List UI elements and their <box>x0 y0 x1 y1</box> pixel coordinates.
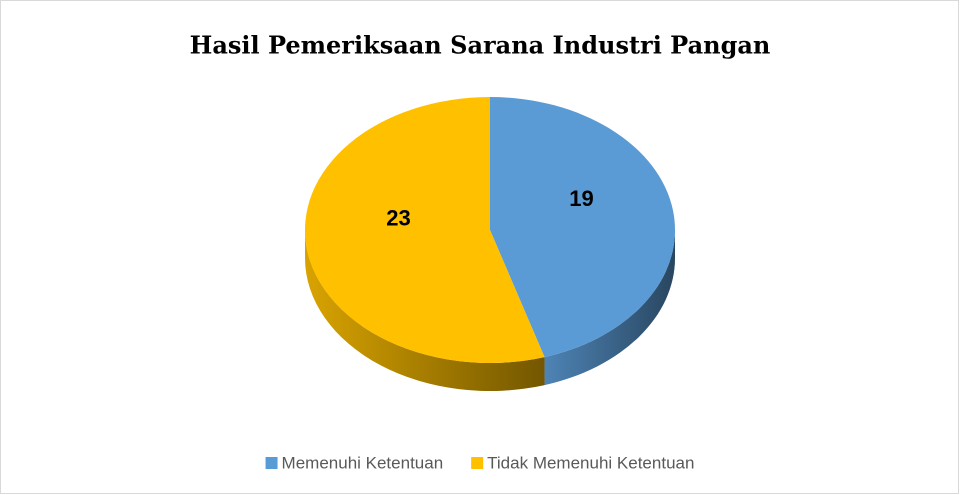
pie-side-shade <box>544 230 675 386</box>
legend-label: Tidak Memenuhi Ketentuan <box>487 453 694 472</box>
legend-swatch <box>471 457 484 469</box>
legend-label: Memenuhi Ketentuan <box>282 453 444 472</box>
chart-title: Hasil Pemeriksaan Sarana Industri Pangan <box>190 31 771 60</box>
pie-slice <box>305 97 545 363</box>
data-label: 23 <box>386 206 410 231</box>
pie-side-shade <box>305 230 545 391</box>
pie-slice <box>490 97 675 358</box>
legend-swatch <box>265 457 278 469</box>
data-label: 19 <box>569 186 593 211</box>
